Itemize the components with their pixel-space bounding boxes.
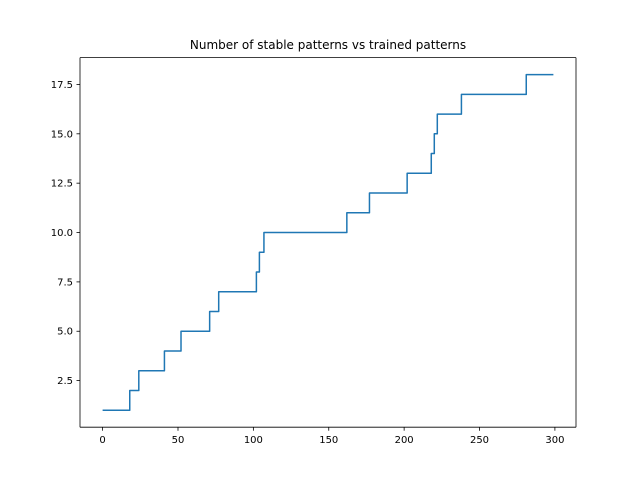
plot-area: 0 50 100 150 200 250 300 2.5 5.0 7.5 10.0 12.5 15.0 1… — [51, 57, 577, 446]
x-tick-label: 300 — [545, 435, 564, 446]
y-tick-label: 2.5 — [57, 376, 73, 387]
y-tick-label: 10.0 — [51, 228, 73, 239]
x-tick-label: 100 — [244, 435, 263, 446]
x-tick-label: 50 — [172, 435, 185, 446]
y-tick-label: 12.5 — [51, 179, 73, 190]
series-line-0 — [102, 73, 554, 411]
x-tick-label: 250 — [470, 435, 489, 446]
y-tick-label: 17.5 — [51, 80, 73, 91]
x-tick-label: 200 — [395, 435, 414, 446]
x-tick-label: 0 — [99, 435, 105, 446]
x-tick-label: 150 — [319, 435, 338, 446]
y-tick-label: 5.0 — [57, 327, 73, 338]
y-tick-label: 15.0 — [51, 129, 73, 140]
chart-title: Number of stable patterns vs trained pat… — [190, 38, 466, 52]
y-tick-label: 7.5 — [57, 277, 73, 288]
